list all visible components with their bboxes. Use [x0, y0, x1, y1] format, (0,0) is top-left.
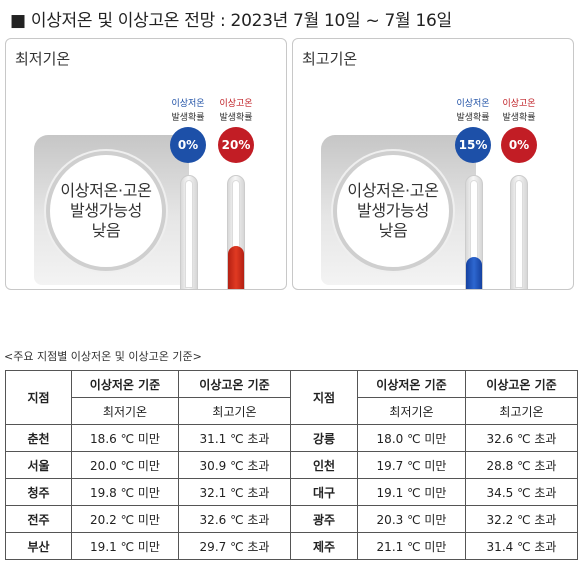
high-threshold: 32.1 ℃ 초과	[178, 478, 291, 506]
table-row: 청주 19.8 ℃ 미만 32.1 ℃ 초과 대구 19.1 ℃ 미만 34.5…	[5, 478, 578, 506]
high-thermometer	[227, 175, 245, 289]
table-caption: <주요 지점별 이상저온 및 이상고온 기준>	[4, 350, 202, 363]
high-threshold: 31.1 ℃ 초과	[178, 424, 291, 452]
thermometer-fill	[466, 257, 482, 289]
low-prob-badge: 0%	[170, 127, 206, 163]
table-row: 전주 20.2 ℃ 미만 32.6 ℃ 초과 광주 20.3 ℃ 미만 32.2…	[5, 505, 578, 533]
high-threshold: 32.6 ℃ 초과	[465, 424, 578, 452]
subheader-min: 최저기온	[357, 397, 466, 425]
subheader-max: 최고기온	[465, 397, 578, 425]
low-threshold: 20.2 ℃ 미만	[71, 505, 179, 533]
low-prob-badge: 15%	[455, 127, 491, 163]
station-name: 대구	[290, 478, 358, 506]
high-prob-badge: 20%	[218, 127, 254, 163]
low-threshold: 21.1 ℃ 미만	[357, 532, 466, 560]
high-prob-caption: 이상고온 발생확률	[502, 99, 536, 123]
high-threshold: 32.2 ℃ 초과	[465, 505, 578, 533]
high-threshold: 29.7 ℃ 초과	[178, 532, 291, 560]
panel-max-temperature: 최고기온 이상저온·고온 발생가능성 낮음 이상저온 발생확률 15% 이상고온…	[292, 38, 574, 290]
header-station: 지점	[290, 370, 358, 425]
station-name: 제주	[290, 532, 358, 560]
header-low: 이상저온 기준	[357, 370, 466, 398]
low-prob-caption: 이상저온 발생확률	[456, 99, 490, 123]
high-threshold: 30.9 ℃ 초과	[178, 451, 291, 479]
low-threshold: 19.7 ℃ 미만	[357, 451, 466, 479]
panel-label: 최고기온	[302, 50, 358, 68]
low-threshold: 19.1 ℃ 미만	[357, 478, 466, 506]
low-threshold: 19.1 ℃ 미만	[71, 532, 179, 560]
header-high: 이상고온 기준	[178, 370, 291, 398]
station-criteria-table: 지점 이상저온 기준 이상고온 기준 지점 이상저온 기준 이상고온 기준 최저…	[5, 370, 578, 560]
station-name: 강릉	[290, 424, 358, 452]
low-prob-caption: 이상저온 발생확률	[171, 99, 205, 123]
header-station: 지점	[5, 370, 72, 425]
likelihood-circle: 이상저온·고온 발생가능성 낮음	[333, 151, 453, 271]
subheader-max: 최고기온	[178, 397, 291, 425]
station-name: 인천	[290, 451, 358, 479]
high-prob-caption: 이상고온 발생확률	[219, 99, 253, 123]
panel-min-temperature: 최저기온 이상저온·고온 발생가능성 낮음 이상저온 발생확률 0% 이상고온 …	[5, 38, 287, 290]
high-threshold: 34.5 ℃ 초과	[465, 478, 578, 506]
station-name: 전주	[5, 505, 72, 533]
panel-label: 최저기온	[15, 50, 71, 68]
station-name: 춘천	[5, 424, 72, 452]
low-thermometer	[180, 175, 198, 289]
low-threshold: 20.3 ℃ 미만	[357, 505, 466, 533]
likelihood-circle: 이상저온·고온 발생가능성 낮음	[46, 151, 166, 271]
high-threshold: 32.6 ℃ 초과	[178, 505, 291, 533]
table-row: 춘천 18.6 ℃ 미만 31.1 ℃ 초과 강릉 18.0 ℃ 미만 32.6…	[5, 424, 578, 452]
low-threshold: 18.0 ℃ 미만	[357, 424, 466, 452]
table-row: 부산 19.1 ℃ 미만 29.7 ℃ 초과 제주 21.1 ℃ 미만 31.4…	[5, 532, 578, 560]
high-thermometer	[510, 175, 528, 289]
low-threshold: 20.0 ℃ 미만	[71, 451, 179, 479]
header-low: 이상저온 기준	[71, 370, 179, 398]
likelihood-text: 이상저온·고온 발생가능성 낮음	[347, 181, 439, 240]
table-row: 서울 20.0 ℃ 미만 30.9 ℃ 초과 인천 19.7 ℃ 미만 28.8…	[5, 451, 578, 479]
station-name: 광주	[290, 505, 358, 533]
high-threshold: 28.8 ℃ 초과	[465, 451, 578, 479]
high-prob-badge: 0%	[501, 127, 537, 163]
likelihood-text: 이상저온·고온 발생가능성 낮음	[60, 181, 152, 240]
low-threshold: 18.6 ℃ 미만	[71, 424, 179, 452]
station-name: 청주	[5, 478, 72, 506]
thermometer-fill	[228, 246, 244, 289]
station-name: 서울	[5, 451, 72, 479]
low-thermometer	[465, 175, 483, 289]
header-high: 이상고온 기준	[465, 370, 578, 398]
subheader-min: 최저기온	[71, 397, 179, 425]
page-title: ■ 이상저온 및 이상고온 전망 : 2023년 7월 10일 ~ 7월 16일	[10, 11, 452, 31]
high-threshold: 31.4 ℃ 초과	[465, 532, 578, 560]
low-threshold: 19.8 ℃ 미만	[71, 478, 179, 506]
station-name: 부산	[5, 532, 72, 560]
